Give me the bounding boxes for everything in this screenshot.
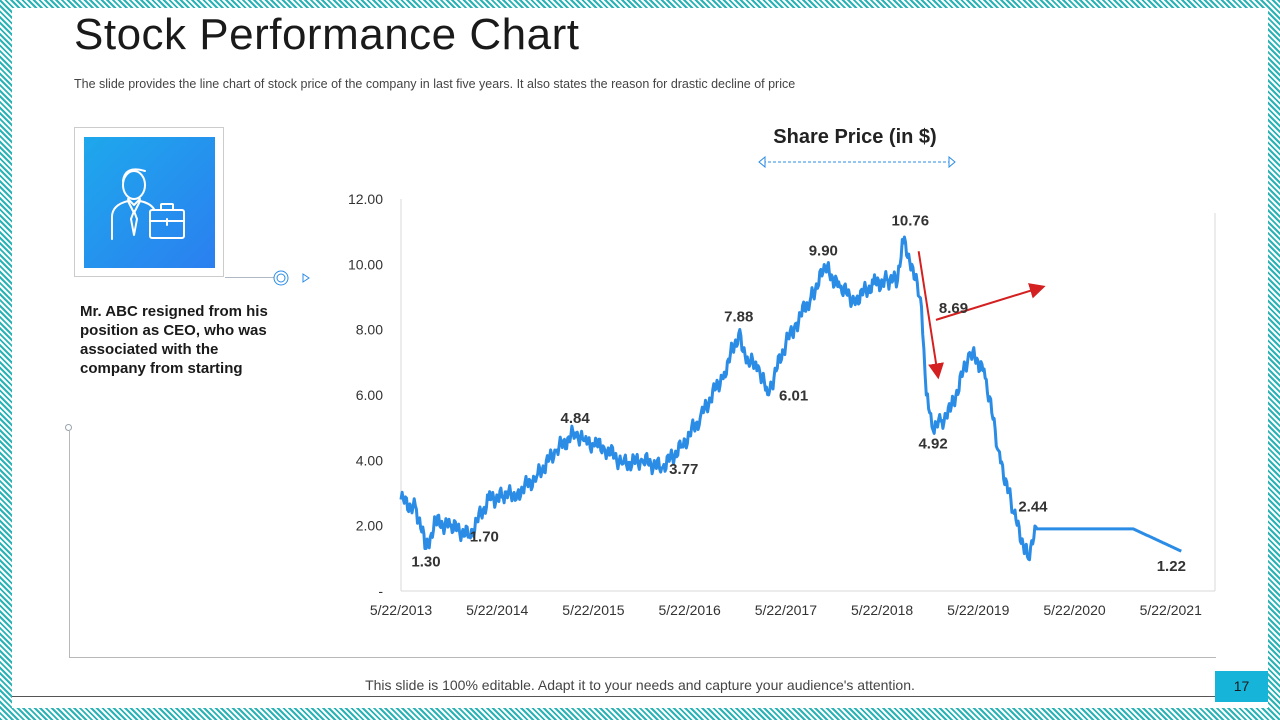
data-label: 6.01 xyxy=(779,388,808,405)
x-tick-label: 5/22/2015 xyxy=(562,602,624,618)
annotation-arrow xyxy=(917,251,944,380)
y-tick-label: 12.00 xyxy=(348,191,383,207)
data-label: 7.88 xyxy=(724,309,753,326)
slide-subtitle: The slide provides the line chart of sto… xyxy=(74,77,796,91)
arrow-left-icon xyxy=(758,155,766,169)
resignation-note: Mr. ABC resigned from his position as CE… xyxy=(80,303,268,377)
data-label: 1.22 xyxy=(1157,558,1186,575)
y-tick-label: 2.00 xyxy=(356,518,383,534)
x-tick-label: 5/22/2016 xyxy=(659,602,721,618)
data-label: 8.69 xyxy=(939,300,968,317)
x-tick-label: 5/22/2013 xyxy=(370,602,432,618)
x-tick-label: 5/22/2018 xyxy=(851,602,913,618)
arrow-right-icon xyxy=(948,155,956,169)
chart-title: Share Price (in $) xyxy=(773,126,937,148)
data-label: 3.77 xyxy=(669,461,698,478)
y-tick-label: 4.00 xyxy=(356,452,383,468)
slide-title: Stock Performance Chart xyxy=(74,10,580,59)
y-tick-label: - xyxy=(378,583,383,599)
target-ring-inner xyxy=(276,273,286,283)
annotation-arrow xyxy=(935,283,1046,321)
x-tick-label: 5/22/2019 xyxy=(947,602,1009,618)
data-label: 4.84 xyxy=(561,410,591,427)
target-ring-icon xyxy=(273,270,289,286)
data-label: 2.44 xyxy=(1018,498,1048,515)
footer-note: This slide is 100% editable. Adapt it to… xyxy=(365,677,915,693)
x-tick-label: 5/22/2021 xyxy=(1140,602,1202,618)
connector-line xyxy=(225,277,281,278)
data-label: 10.76 xyxy=(892,213,930,230)
y-tick-label: 10.00 xyxy=(348,256,383,272)
x-tick-label: 5/22/2014 xyxy=(466,602,528,618)
data-label: 9.90 xyxy=(809,243,838,260)
x-tick-label: 5/22/2017 xyxy=(755,602,817,618)
page-number: 17 xyxy=(1215,671,1268,702)
x-tick-label: 5/22/2020 xyxy=(1043,602,1105,618)
timeline-baseline xyxy=(69,657,1216,658)
data-label: 1.30 xyxy=(411,554,440,571)
icon-tile xyxy=(84,137,215,268)
share-price-line xyxy=(399,235,1182,562)
y-tick-label: 8.00 xyxy=(356,322,383,338)
data-label: 4.92 xyxy=(918,435,947,452)
businessman-briefcase-icon xyxy=(111,168,185,240)
title-underline-arrows xyxy=(758,155,956,169)
data-label: 1.70 xyxy=(470,528,499,545)
play-arrow-icon xyxy=(302,273,310,283)
y-tick-label: 6.00 xyxy=(356,387,383,403)
timeline-dot xyxy=(65,424,72,431)
timeline-vertical-line xyxy=(69,430,70,658)
connector-end xyxy=(273,270,310,286)
footer-divider xyxy=(12,696,1215,697)
